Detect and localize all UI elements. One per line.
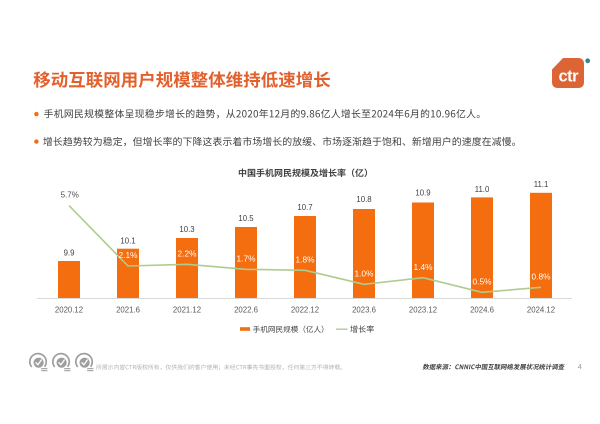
svg-text:2023.12: 2023.12 (409, 306, 437, 315)
svg-text:0.5%: 0.5% (473, 277, 493, 287)
svg-text:2.1%: 2.1% (119, 250, 139, 260)
svg-text:5.7%: 5.7% (61, 190, 79, 199)
svg-text:2024.6: 2024.6 (470, 306, 494, 315)
svg-text:1.8%: 1.8% (296, 255, 316, 265)
svg-text:11.1: 11.1 (534, 180, 549, 189)
svg-text:10.9: 10.9 (415, 189, 430, 198)
svg-text:2021.12: 2021.12 (173, 306, 201, 315)
svg-text:2022.12: 2022.12 (291, 306, 319, 315)
svg-text:2022.6: 2022.6 (234, 306, 258, 315)
svg-text:2020.12: 2020.12 (55, 306, 83, 315)
svg-text:1.7%: 1.7% (237, 254, 257, 264)
svg-text:ctr: ctr (559, 68, 580, 86)
svg-text:4: 4 (578, 362, 582, 371)
svg-text:11.0: 11.0 (475, 185, 490, 194)
svg-text:2024.12: 2024.12 (527, 306, 555, 315)
svg-text:1.0%: 1.0% (355, 269, 375, 279)
svg-text:10.1: 10.1 (120, 237, 135, 246)
svg-text:10.7: 10.7 (297, 203, 312, 212)
svg-text:10.3: 10.3 (179, 225, 194, 234)
svg-text:1.4%: 1.4% (414, 262, 434, 272)
svg-text:9.9: 9.9 (64, 248, 75, 257)
svg-text:2021.6: 2021.6 (116, 306, 140, 315)
svg-text:2.2%: 2.2% (178, 249, 198, 259)
svg-text:10.8: 10.8 (356, 195, 371, 204)
svg-text:10.5: 10.5 (238, 214, 254, 223)
svg-text:0.8%: 0.8% (532, 272, 552, 282)
svg-text:2023.6: 2023.6 (352, 306, 376, 315)
